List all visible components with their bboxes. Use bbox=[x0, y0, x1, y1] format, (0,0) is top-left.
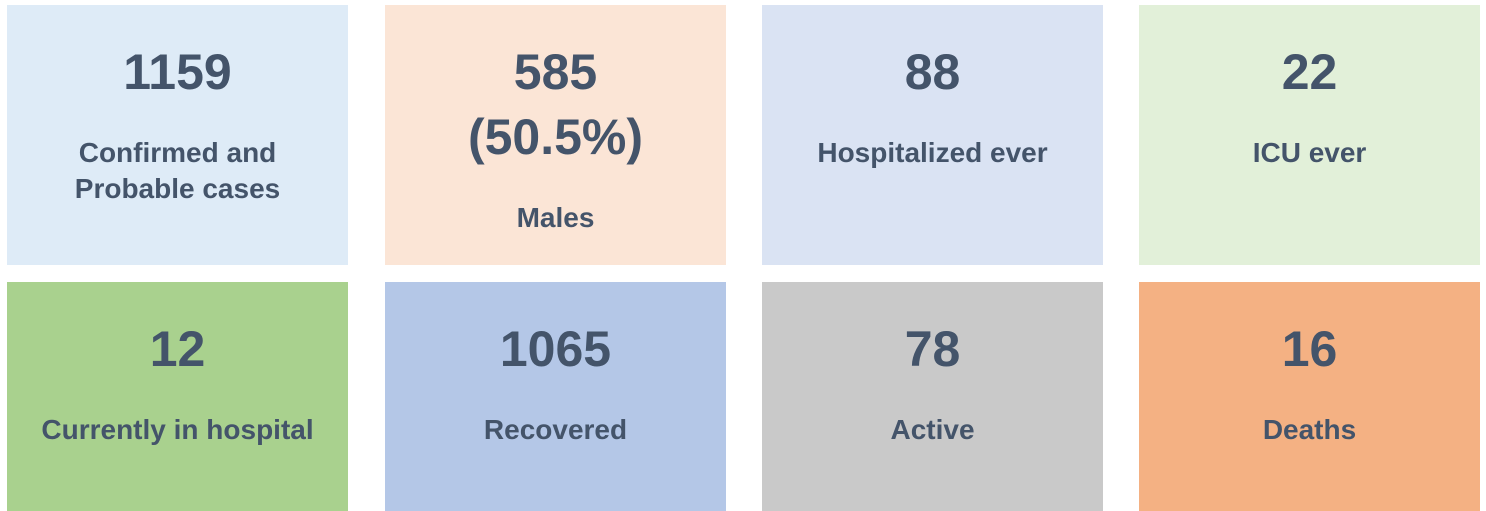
stat-share: (50.5%) bbox=[467, 109, 644, 165]
stat-label: Active bbox=[890, 414, 975, 445]
stat-label: ICU ever bbox=[1252, 137, 1367, 168]
stat-value: 1065 bbox=[499, 321, 612, 377]
stat-label: Males bbox=[516, 202, 595, 233]
stat-tile: 1065 Recovered bbox=[385, 282, 726, 511]
stat-value: 22 bbox=[1281, 44, 1338, 100]
stat-tile: 22 ICU ever bbox=[1139, 5, 1480, 265]
stat-value: 1159 bbox=[123, 44, 232, 100]
stat-label: Deaths bbox=[1262, 414, 1357, 445]
stat-label: Hospitalized ever bbox=[817, 137, 1048, 168]
stat-value: 16 bbox=[1281, 321, 1338, 377]
stat-tile: 1159 Confirmed and Probable cases bbox=[7, 5, 348, 265]
stat-value: 88 bbox=[904, 44, 961, 100]
stat-value: 78 bbox=[904, 321, 961, 377]
stat-tile: 78 Active bbox=[762, 282, 1103, 511]
stat-tile: 585 (50.5%) Males bbox=[385, 5, 726, 265]
stat-label: Currently in hospital bbox=[41, 414, 314, 445]
stat-value: 585 bbox=[513, 44, 598, 100]
stat-label: Confirmed and Probable cases bbox=[74, 137, 281, 204]
stat-tile: 88 Hospitalized ever bbox=[762, 5, 1103, 265]
stat-tile: 16 Deaths bbox=[1139, 282, 1480, 511]
stat-tile: 12 Currently in hospital bbox=[7, 282, 348, 511]
stat-label: Recovered bbox=[483, 414, 628, 445]
stat-value: 12 bbox=[149, 321, 206, 377]
